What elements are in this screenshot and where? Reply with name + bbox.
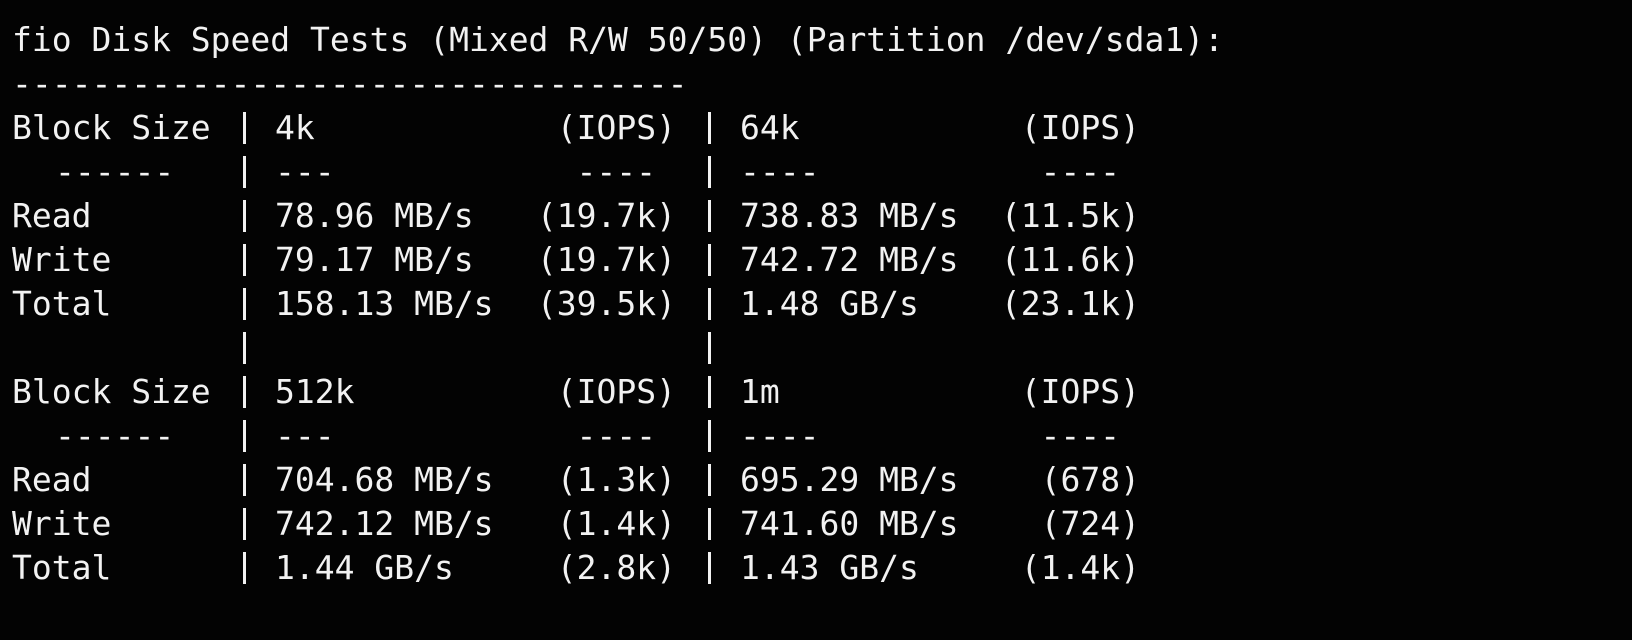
table-cell: 741.60 MB/s <box>740 504 959 543</box>
table-cell: (19.7k) <box>536 196 676 235</box>
table-header: (IOPS) <box>556 108 676 147</box>
table-cell: 78.96 MB/s <box>275 196 474 235</box>
column-separator <box>243 508 246 540</box>
separator: ---------------------------------- <box>12 64 688 103</box>
column-separator <box>243 332 246 364</box>
table-cell: 79.17 MB/s <box>275 240 474 279</box>
header-divider: ---- <box>740 152 820 191</box>
column-separator <box>243 376 246 408</box>
column-separator <box>708 376 711 408</box>
table-header: (IOPS) <box>1020 372 1140 411</box>
table-header: Block Size <box>12 372 211 411</box>
table-header: 4k <box>275 108 315 147</box>
column-separator <box>243 420 246 452</box>
table-cell: 1.44 GB/s <box>275 548 454 587</box>
table-cell: 704.68 MB/s <box>275 460 494 499</box>
column-separator <box>708 508 711 540</box>
table-header: 512k <box>275 372 355 411</box>
table-cell: (1.3k) <box>556 460 676 499</box>
header-divider: ------ <box>55 416 175 455</box>
table-cell: (11.6k) <box>1000 240 1140 279</box>
table-cell: Read <box>12 196 92 235</box>
table-cell: 1.43 GB/s <box>740 548 919 587</box>
table-cell: Write <box>12 504 112 543</box>
table-cell: (678) <box>1040 460 1140 499</box>
table-header: Block Size <box>12 108 211 147</box>
table-cell: Read <box>12 460 92 499</box>
column-separator <box>243 464 246 496</box>
header-divider: ---- <box>1040 152 1120 191</box>
table-cell: 1.48 GB/s <box>740 284 919 323</box>
table-cell: (724) <box>1040 504 1140 543</box>
column-separator <box>243 552 246 584</box>
table-cell: 742.12 MB/s <box>275 504 494 543</box>
column-separator <box>708 552 711 584</box>
header-divider: ---- <box>576 152 656 191</box>
table-cell: 738.83 MB/s <box>740 196 959 235</box>
table-cell: Total <box>12 548 112 587</box>
title: fio Disk Speed Tests (Mixed R/W 50/50) (… <box>12 20 1224 59</box>
header-divider: --- <box>275 152 335 191</box>
table-cell: (39.5k) <box>536 284 676 323</box>
column-separator <box>708 288 711 320</box>
table-cell: (1.4k) <box>1020 548 1140 587</box>
table-cell: (19.7k) <box>536 240 676 279</box>
table-cell: 695.29 MB/s <box>740 460 959 499</box>
header-divider: ------ <box>55 152 175 191</box>
column-separator <box>708 332 711 364</box>
column-separator <box>708 112 711 144</box>
column-separator <box>708 464 711 496</box>
table-header: (IOPS) <box>1020 108 1140 147</box>
column-separator <box>708 200 711 232</box>
table-cell: (23.1k) <box>1000 284 1140 323</box>
column-separator <box>708 156 711 188</box>
table-header: 64k <box>740 108 800 147</box>
column-separator <box>243 200 246 232</box>
column-separator <box>243 244 246 276</box>
table-cell: (2.8k) <box>556 548 676 587</box>
table-header: (IOPS) <box>556 372 676 411</box>
table-cell: Write <box>12 240 112 279</box>
table-cell: 158.13 MB/s <box>275 284 494 323</box>
header-divider: ---- <box>576 416 656 455</box>
table-cell: (11.5k) <box>1000 196 1140 235</box>
column-separator <box>243 112 246 144</box>
header-divider: ---- <box>1040 416 1120 455</box>
table-cell: (1.4k) <box>556 504 676 543</box>
header-divider: --- <box>275 416 335 455</box>
column-separator <box>708 244 711 276</box>
column-separator <box>708 420 711 452</box>
header-divider: ---- <box>740 416 820 455</box>
column-separator <box>243 156 246 188</box>
column-separator <box>243 288 246 320</box>
table-cell: 742.72 MB/s <box>740 240 959 279</box>
table-header: 1m <box>740 372 780 411</box>
table-cell: Total <box>12 284 112 323</box>
